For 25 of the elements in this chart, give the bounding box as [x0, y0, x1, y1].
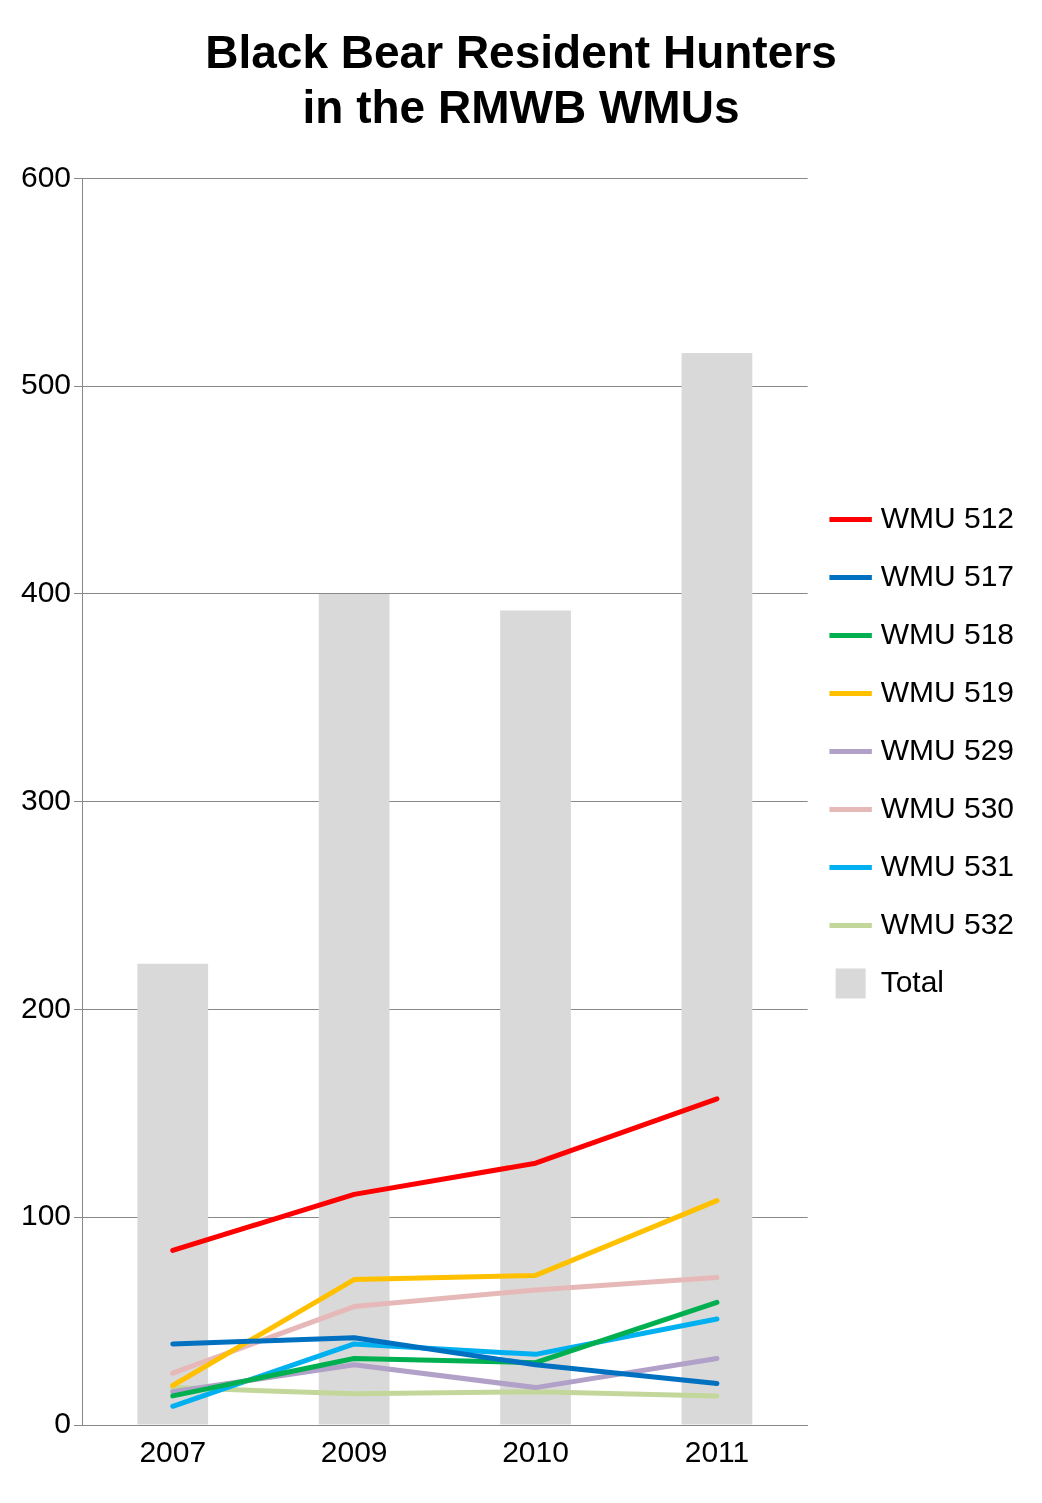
y-tick-label: 100 — [20, 1198, 72, 1232]
legend-label: WMU 512 — [880, 500, 1014, 534]
legend-label: WMU 531 — [880, 848, 1014, 882]
x-tick-label: 2010 — [502, 1435, 569, 1469]
legend-label: WMU 529 — [880, 732, 1014, 766]
y-tick-label: 400 — [20, 575, 72, 609]
y-tick-label: 600 — [20, 159, 72, 193]
bar — [137, 963, 209, 1425]
bar — [681, 352, 753, 1425]
legend-label: WMU 530 — [880, 790, 1014, 824]
legend-label: Total — [880, 964, 945, 998]
legend-label: WMU 532 — [880, 906, 1014, 940]
y-tick-label: 500 — [20, 367, 72, 401]
x-tick-label: 2007 — [139, 1435, 207, 1469]
legend-label: WMU 518 — [880, 616, 1014, 650]
x-tick-label: 2009 — [320, 1435, 388, 1469]
chart-title: Black Bear Resident Hunters in the RMWB WMUs — [205, 26, 837, 134]
bar — [500, 610, 571, 1425]
y-tick-label: 200 — [20, 990, 72, 1024]
bar — [318, 593, 390, 1425]
x-tick-label: 2011 — [684, 1435, 750, 1469]
y-tick-label: 300 — [20, 782, 72, 816]
legend-label: WMU 519 — [880, 674, 1014, 708]
y-tick-label: 0 — [54, 1406, 72, 1440]
legend-label: WMU 517 — [880, 558, 1014, 592]
